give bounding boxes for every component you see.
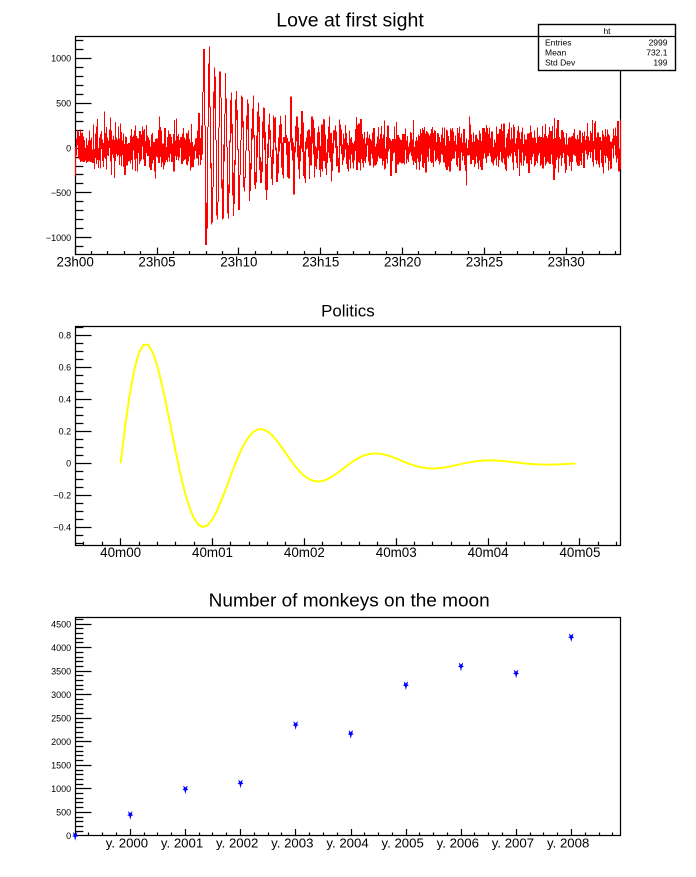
svg-text:1000: 1000	[51, 784, 71, 794]
svg-text:500: 500	[56, 99, 71, 109]
svg-text:Number of monkeys on the moon: Number of monkeys on the moon	[209, 589, 490, 610]
svg-text:732.1: 732.1	[646, 47, 668, 57]
svg-text:ht: ht	[603, 26, 611, 36]
svg-text:−500: −500	[51, 188, 71, 198]
svg-text:y. 2006: y. 2006	[437, 836, 479, 851]
svg-text:y. 2001: y. 2001	[161, 836, 203, 851]
svg-text:0.6: 0.6	[59, 362, 72, 372]
svg-text:−0.4: −0.4	[53, 522, 71, 532]
svg-text:−0.2: −0.2	[53, 490, 71, 500]
svg-text:40m02: 40m02	[284, 545, 325, 560]
svg-text:199: 199	[653, 57, 667, 67]
svg-text:0: 0	[66, 831, 71, 841]
svg-text:0: 0	[66, 458, 71, 468]
svg-text:y. 2007: y. 2007	[492, 836, 534, 851]
svg-text:1000: 1000	[51, 54, 71, 64]
svg-text:Std Dev: Std Dev	[545, 57, 576, 67]
svg-text:40m04: 40m04	[468, 545, 509, 560]
svg-text:y. 2002: y. 2002	[216, 836, 258, 851]
svg-text:500: 500	[56, 808, 71, 818]
svg-text:0.4: 0.4	[59, 394, 72, 404]
svg-text:y. 2004: y. 2004	[326, 836, 368, 851]
svg-text:0.8: 0.8	[59, 330, 72, 340]
svg-text:2000: 2000	[51, 737, 71, 747]
svg-text:4000: 4000	[51, 643, 71, 653]
svg-text:3000: 3000	[51, 690, 71, 700]
svg-text:−1000: −1000	[46, 233, 71, 243]
svg-text:40m01: 40m01	[192, 545, 233, 560]
svg-text:40m05: 40m05	[559, 545, 600, 560]
svg-text:2999: 2999	[649, 38, 668, 48]
svg-text:0: 0	[66, 143, 71, 153]
svg-text:y. 2008: y. 2008	[547, 836, 589, 851]
svg-text:40m03: 40m03	[376, 545, 417, 560]
svg-text:23h20: 23h20	[384, 255, 421, 270]
svg-text:23h10: 23h10	[220, 255, 257, 270]
svg-text:3500: 3500	[51, 666, 71, 676]
svg-text:40m00: 40m00	[100, 545, 141, 560]
svg-text:2500: 2500	[51, 713, 71, 723]
svg-text:23h00: 23h00	[57, 255, 94, 270]
svg-text:1500: 1500	[51, 761, 71, 771]
svg-text:0.2: 0.2	[59, 426, 72, 436]
svg-text:y. 2005: y. 2005	[382, 836, 424, 851]
svg-text:Entries: Entries	[545, 38, 571, 48]
svg-text:y. 2000: y. 2000	[106, 836, 148, 851]
svg-text:23h30: 23h30	[548, 255, 585, 270]
svg-text:23h15: 23h15	[302, 255, 339, 270]
svg-text:23h05: 23h05	[138, 255, 175, 270]
svg-text:23h25: 23h25	[466, 255, 503, 270]
svg-text:4500: 4500	[51, 619, 71, 629]
svg-text:Politics: Politics	[321, 302, 375, 321]
svg-text:y. 2003: y. 2003	[271, 836, 313, 851]
svg-text:Love at first sight: Love at first sight	[276, 10, 424, 32]
svg-text:Mean: Mean	[545, 47, 567, 57]
